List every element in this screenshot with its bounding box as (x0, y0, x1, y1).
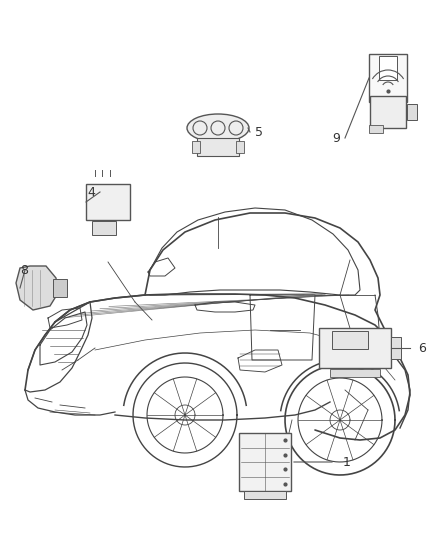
FancyBboxPatch shape (236, 141, 244, 153)
Polygon shape (16, 266, 58, 310)
Text: 4: 4 (87, 185, 95, 198)
FancyBboxPatch shape (53, 279, 67, 297)
FancyBboxPatch shape (391, 337, 401, 359)
Text: 6: 6 (418, 342, 426, 354)
Text: 5: 5 (255, 125, 263, 139)
FancyBboxPatch shape (192, 141, 200, 153)
FancyBboxPatch shape (369, 54, 407, 102)
FancyBboxPatch shape (379, 56, 397, 80)
Text: 8: 8 (20, 263, 28, 277)
FancyBboxPatch shape (244, 491, 286, 499)
Text: 1: 1 (343, 456, 351, 469)
FancyBboxPatch shape (370, 96, 406, 128)
FancyBboxPatch shape (330, 369, 380, 377)
FancyBboxPatch shape (407, 104, 417, 120)
FancyBboxPatch shape (369, 125, 383, 133)
Ellipse shape (187, 114, 249, 142)
FancyBboxPatch shape (86, 184, 130, 220)
FancyBboxPatch shape (332, 331, 368, 349)
Text: 9: 9 (332, 132, 340, 144)
FancyBboxPatch shape (197, 138, 239, 156)
FancyBboxPatch shape (319, 328, 391, 368)
FancyBboxPatch shape (92, 221, 116, 235)
FancyBboxPatch shape (239, 433, 291, 491)
